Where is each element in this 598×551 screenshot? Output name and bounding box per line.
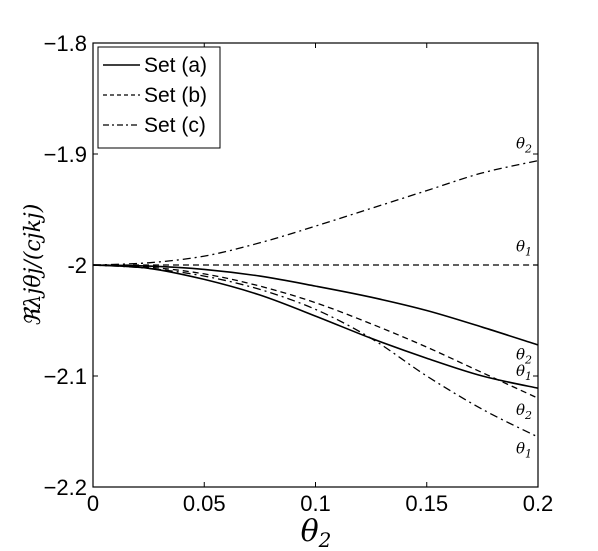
axis-ticks: 0 0.05 0.1 0.15 0.2 −2.2 −2.1 -2 −1.9 −1.8 bbox=[44, 31, 554, 516]
curve-annotation-sub: 1 bbox=[525, 448, 532, 461]
y-tick-label: −1.9 bbox=[44, 142, 87, 167]
curve-annotation-sub: 2 bbox=[524, 142, 532, 155]
curve-annotation-sub: 2 bbox=[524, 353, 532, 366]
series-line-set-a-theta2 bbox=[92, 264, 539, 346]
curve-annotation-main: θ bbox=[516, 401, 525, 419]
x-tick-label: 0.1 bbox=[300, 491, 331, 516]
curve-annotation: θ1 bbox=[516, 238, 532, 259]
curve-annotation-sub: 1 bbox=[525, 246, 532, 259]
y-tick-label: −2.2 bbox=[44, 475, 87, 500]
series-line-set-b-theta2 bbox=[92, 264, 539, 399]
curve-annotation-main: θ bbox=[516, 345, 525, 363]
x-axis-label-sub: 2 bbox=[318, 528, 332, 551]
legend-box bbox=[97, 46, 221, 149]
y-axis-label: ℜλjθj/(cjkj) bbox=[21, 204, 46, 327]
y-tick-label: −1.8 bbox=[44, 31, 87, 56]
x-tick-label: 0.2 bbox=[523, 491, 554, 516]
series-line-set-a-theta1 bbox=[92, 264, 539, 389]
legend-label: Set (b) bbox=[144, 84, 207, 107]
curve-annotation-main: θ bbox=[516, 134, 525, 152]
curve-annotation: θ2 bbox=[516, 401, 532, 422]
y-tick-label: −2.1 bbox=[44, 364, 87, 389]
curve-annotation-main: θ bbox=[516, 362, 525, 380]
curve-annotation-main: θ bbox=[516, 440, 525, 458]
curve-annotation: θ2 bbox=[516, 345, 532, 366]
x-tick-label: 0 bbox=[87, 491, 99, 516]
series-line-set-c-theta1 bbox=[92, 264, 539, 438]
legend-label: Set (a) bbox=[144, 54, 207, 77]
y-tick-label: -2 bbox=[67, 253, 87, 278]
legend: Set (a) Set (b) Set (c) bbox=[97, 46, 221, 149]
x-tick-label: 0.05 bbox=[183, 491, 226, 516]
curve-annotation-sub: 2 bbox=[524, 409, 532, 422]
curve-annotation-main: θ bbox=[516, 238, 525, 256]
curve-annotation: θ2 bbox=[516, 134, 532, 155]
x-axis-label: θ2 bbox=[301, 514, 332, 551]
plot-marks bbox=[92, 160, 539, 438]
x-tick-label: 0.15 bbox=[405, 491, 448, 516]
curve-annotation: θ1 bbox=[516, 362, 532, 383]
legend-label: Set (c) bbox=[144, 114, 206, 137]
curve-annotation: θ1 bbox=[516, 440, 532, 461]
series-line-set-c-theta2 bbox=[92, 160, 539, 266]
x-axis-label-main: θ bbox=[301, 514, 319, 549]
curve-annotation-sub: 1 bbox=[525, 370, 532, 383]
